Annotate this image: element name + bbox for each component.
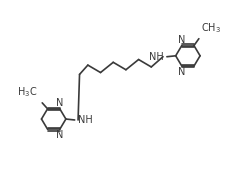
Text: H$_3$C: H$_3$C — [18, 85, 38, 99]
Text: N: N — [178, 35, 185, 45]
Text: N: N — [178, 67, 185, 77]
Text: CH$_3$: CH$_3$ — [201, 22, 221, 35]
Text: N: N — [56, 98, 63, 108]
Text: NH: NH — [78, 115, 92, 125]
Text: N: N — [56, 130, 63, 140]
Text: NH: NH — [149, 52, 164, 62]
